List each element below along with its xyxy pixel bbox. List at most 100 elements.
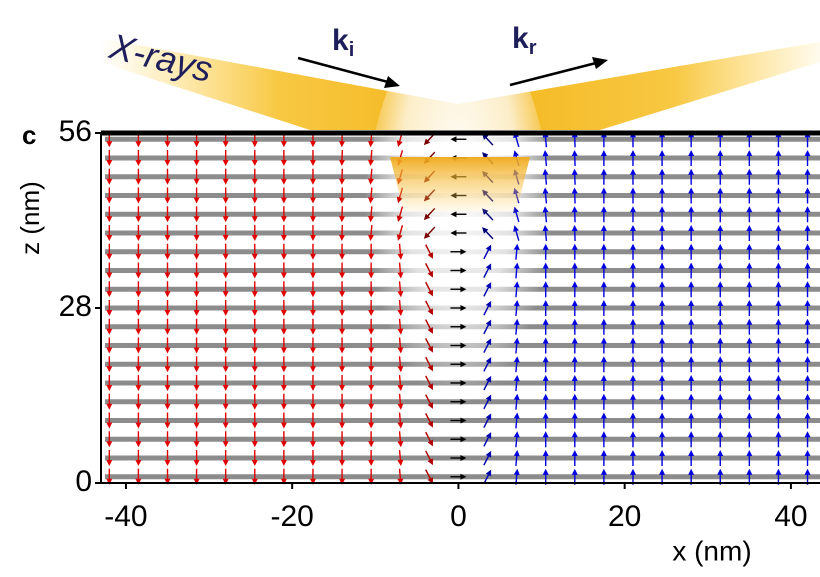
incident-beam	[100, 38, 458, 130]
arrow-head	[106, 441, 113, 448]
arrow-head	[339, 253, 346, 260]
moment-arrow	[106, 450, 113, 466]
arrow-head	[427, 420, 433, 428]
arrow-head	[688, 337, 695, 344]
moment-arrow	[688, 412, 695, 429]
arrow-head	[571, 431, 578, 438]
arrow-head	[571, 300, 578, 306]
moment-arrow	[746, 450, 753, 466]
moment-arrow	[483, 282, 492, 297]
moment-arrow	[659, 412, 666, 429]
arrow-head	[135, 160, 142, 166]
moment-arrow	[251, 337, 258, 354]
moment-arrow	[280, 300, 287, 316]
arrow-head	[688, 468, 695, 475]
arrow-head	[106, 272, 113, 279]
arrow-head	[222, 385, 229, 391]
moment-arrow	[717, 281, 724, 298]
arrow-head	[193, 460, 200, 466]
arrow-head	[106, 291, 113, 298]
arrow-head	[164, 253, 171, 260]
arrow-head	[629, 243, 636, 250]
moment-arrow	[193, 450, 200, 466]
moment-arrow	[542, 187, 549, 204]
arrow-head	[193, 347, 200, 354]
arrow-head	[368, 441, 375, 448]
arrow-head	[397, 253, 404, 260]
k-i-label: ki	[332, 24, 354, 61]
arrow-head	[629, 187, 636, 194]
arrow-head	[367, 197, 374, 204]
arrow-head	[368, 253, 375, 260]
arrow-head	[222, 441, 229, 448]
moment-arrow	[804, 412, 811, 429]
arrow-head	[368, 385, 375, 391]
moment-arrow	[425, 431, 433, 447]
moment-arrow	[368, 393, 375, 410]
arrow-head	[338, 159, 345, 166]
moment-arrow	[804, 225, 811, 241]
moment-arrow	[425, 263, 433, 278]
moment-arrow	[659, 356, 666, 373]
moment-arrow	[717, 318, 724, 335]
moment-arrow	[425, 394, 433, 409]
moment-arrow	[600, 375, 607, 391]
arrow-head	[397, 422, 404, 429]
moment-arrow	[542, 431, 549, 448]
moment-arrow	[542, 393, 549, 410]
moment-arrow	[688, 393, 695, 410]
moment-arrow	[135, 468, 142, 485]
moment-arrow	[164, 168, 171, 185]
moment-arrow	[483, 432, 492, 447]
moment-arrow	[513, 412, 520, 429]
moment-arrow	[106, 243, 113, 260]
moment-arrow	[600, 281, 607, 298]
y-axis-label: z (nm)	[15, 181, 45, 255]
arrow-head	[193, 160, 200, 166]
arrow-head	[427, 289, 433, 297]
moment-arrow	[135, 412, 142, 429]
moment-arrow	[367, 224, 374, 241]
arrow-head	[804, 337, 811, 344]
arrow-head	[513, 300, 520, 307]
arrow-head	[339, 441, 346, 448]
arrow-head	[746, 281, 753, 288]
arrow-head	[164, 328, 171, 335]
arrow-head	[600, 281, 607, 288]
arrow-head	[804, 225, 811, 231]
arrow-head	[482, 227, 489, 234]
arrow-head	[450, 230, 457, 236]
moment-arrow	[746, 431, 753, 448]
k-i-base: k	[332, 24, 349, 57]
arrow-head	[106, 141, 113, 148]
moment-arrow	[542, 412, 549, 429]
moment-arrow	[339, 375, 346, 391]
moment-arrow	[629, 450, 636, 466]
arrow-head	[280, 328, 287, 335]
moment-arrow	[659, 150, 666, 166]
moment-arrow	[106, 281, 113, 298]
arrow-head	[775, 225, 782, 231]
arrow-head	[717, 450, 724, 456]
moment-arrow	[717, 300, 724, 316]
arrow-head	[542, 412, 549, 419]
moment-arrow	[688, 168, 695, 185]
arrow-head	[339, 291, 346, 298]
arrow-head	[339, 272, 346, 279]
arrow-head	[193, 197, 200, 204]
moment-arrow	[251, 225, 258, 241]
arrow-head	[688, 187, 695, 194]
arrow-head	[193, 366, 200, 373]
arrow-head	[542, 468, 549, 475]
moment-arrow	[339, 356, 346, 373]
moment-arrow	[339, 318, 346, 335]
moment-arrow	[450, 455, 467, 461]
moment-arrow	[280, 168, 287, 185]
arrow-head	[106, 366, 113, 373]
moment-arrow	[629, 206, 636, 223]
moment-arrow	[193, 412, 200, 429]
moment-arrow	[542, 281, 549, 298]
moment-arrow	[135, 262, 142, 279]
moment-arrow	[571, 281, 578, 298]
moment-arrow	[629, 168, 636, 185]
